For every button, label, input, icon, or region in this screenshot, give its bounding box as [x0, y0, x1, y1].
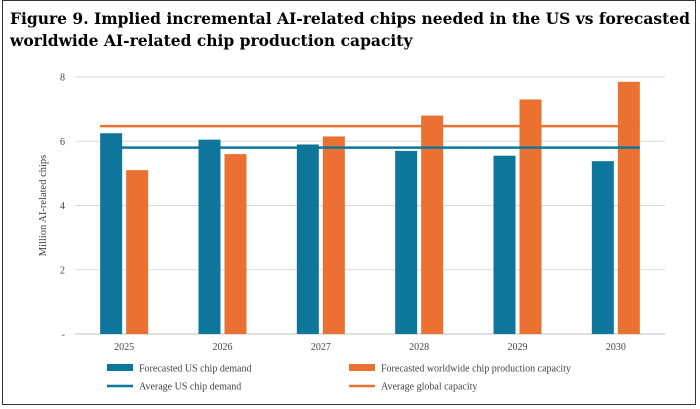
x-tick-label: 2028 [409, 342, 429, 353]
y-tick-label: 6 [60, 137, 65, 148]
average-lines [100, 124, 640, 149]
bar-us-demand-2028 [395, 150, 418, 334]
bar-global-capacity-2027 [322, 136, 345, 334]
x-axis-ticks: 2025 2026 2027 2028 2029 2030 [114, 342, 626, 353]
legend-us-demand: Forecasted US chip demand [107, 364, 251, 375]
y-tick-label: 8 [60, 73, 65, 84]
legend-global-capacity-label: Forecasted worldwide chip production cap… [381, 364, 571, 375]
y-tick-label: 2 [60, 265, 65, 276]
bar-us-demand-2025 [100, 133, 123, 334]
x-tick-label: 2026 [213, 342, 233, 353]
bars [100, 81, 640, 334]
x-tick-label: 2027 [311, 342, 331, 353]
legend-average-us-demand-label: Average US chip demand [139, 382, 241, 393]
bar-global-capacity-2030 [617, 81, 640, 334]
figure-title: Figure 9. Implied incremental AI-related… [10, 9, 690, 50]
y-tick-label: - [62, 330, 65, 341]
y-tick-label: 4 [60, 201, 65, 212]
legend-us-demand-label: Forecasted US chip demand [139, 364, 251, 375]
x-tick-label: 2029 [508, 342, 528, 353]
legend: Forecasted US chip demand Forecasted worl… [107, 364, 571, 393]
bar-global-capacity-2025 [126, 170, 149, 334]
x-tick-label: 2025 [114, 342, 134, 353]
legend-global-capacity: Forecasted worldwide chip production cap… [349, 364, 571, 375]
legend-average-us-demand: Average US chip demand [107, 382, 241, 393]
bar-global-capacity-2028 [421, 115, 444, 334]
legend-average-global-capacity-label: Average global capacity [381, 382, 477, 393]
bar-us-demand-2027 [296, 144, 319, 334]
legend-global-capacity-swatch [349, 364, 375, 371]
y-axis-title: Million AI-related chips [38, 155, 49, 256]
y-axis-ticks: - 2 4 6 8 [60, 73, 65, 341]
legend-us-demand-swatch [107, 364, 133, 371]
bar-global-capacity-2029 [519, 99, 542, 334]
x-tick-label: 2030 [606, 342, 626, 353]
bar-us-demand-2029 [493, 155, 516, 334]
legend-average-global-capacity: Average global capacity [349, 382, 477, 393]
bar-us-demand-2026 [198, 139, 221, 334]
bar-us-demand-2030 [591, 161, 614, 334]
bar-global-capacity-2026 [224, 154, 247, 334]
gridlines [75, 76, 665, 271]
